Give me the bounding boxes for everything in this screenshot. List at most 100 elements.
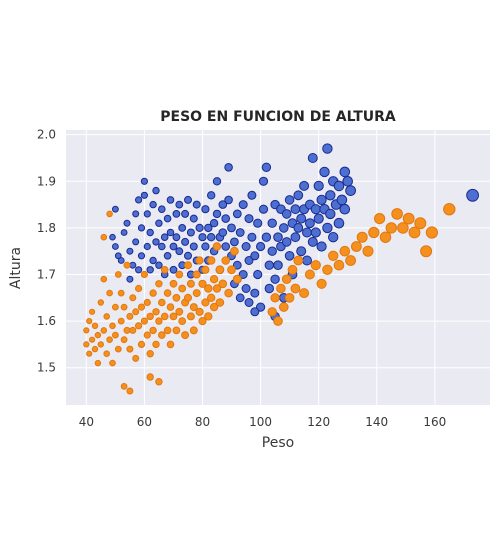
data-point-orange: [175, 270, 184, 279]
data-point-blue: [310, 204, 321, 215]
data-point-orange: [189, 303, 198, 312]
data-point-blue: [204, 223, 213, 233]
data-point-blue: [307, 153, 318, 163]
data-point-blue: [466, 188, 480, 202]
data-point-blue: [250, 251, 260, 261]
data-point-blue: [293, 223, 304, 233]
data-point-blue: [158, 242, 166, 251]
data-point-orange: [356, 231, 368, 243]
data-point-orange: [163, 289, 172, 297]
data-point-blue: [198, 233, 207, 242]
data-point-orange: [299, 288, 310, 299]
data-point-orange: [120, 336, 128, 344]
data-point-blue: [218, 228, 228, 237]
data-point-blue: [221, 214, 230, 223]
data-point-blue: [253, 218, 263, 228]
data-point-orange: [137, 303, 146, 311]
data-point-orange: [224, 288, 233, 298]
data-point-orange: [129, 326, 137, 334]
data-point-blue: [244, 298, 254, 307]
data-point-orange: [333, 259, 345, 271]
data-point-blue: [333, 217, 345, 229]
data-point-blue: [284, 195, 295, 205]
data-point-orange: [86, 350, 93, 357]
data-point-blue: [149, 256, 157, 265]
y-tick-label: 2.0: [37, 128, 56, 142]
data-point-blue: [241, 284, 251, 293]
data-point-blue: [137, 224, 146, 232]
data-point-orange: [201, 265, 210, 274]
data-point-blue: [184, 195, 192, 204]
data-point-orange: [385, 222, 397, 234]
data-point-orange: [91, 345, 99, 353]
data-point-blue: [261, 162, 272, 173]
data-point-blue: [261, 232, 272, 242]
data-point-orange: [103, 350, 110, 358]
data-point-orange: [284, 293, 295, 303]
data-point-orange: [117, 317, 125, 325]
data-point-blue: [296, 246, 307, 257]
data-point-blue: [316, 241, 327, 252]
data-point-blue: [273, 232, 283, 242]
data-point-blue: [181, 237, 190, 246]
data-point-blue: [201, 205, 210, 214]
data-point-blue: [166, 228, 175, 237]
data-point-orange: [83, 327, 90, 334]
data-point-orange: [310, 260, 321, 271]
data-point-blue: [212, 177, 222, 186]
data-point-orange: [146, 350, 154, 358]
data-point-orange: [402, 212, 415, 225]
data-point-orange: [391, 208, 403, 220]
data-point-blue: [132, 238, 140, 246]
data-point-blue: [117, 257, 125, 264]
data-point-orange: [103, 313, 110, 320]
data-point-blue: [160, 233, 169, 241]
data-point-blue: [163, 214, 172, 223]
data-point-blue: [247, 190, 257, 200]
data-point-blue: [290, 204, 301, 215]
data-point-orange: [195, 256, 204, 265]
x-tick-label: 40: [79, 415, 94, 429]
data-point-blue: [232, 209, 242, 219]
data-point-orange: [221, 256, 230, 265]
data-point-blue: [296, 213, 307, 224]
data-point-blue: [267, 218, 277, 228]
data-point-blue: [281, 209, 292, 219]
data-point-orange: [149, 289, 157, 297]
data-point-orange: [184, 293, 192, 302]
data-point-orange: [137, 340, 146, 348]
x-tick-label: 120: [307, 415, 330, 429]
data-point-blue: [172, 210, 181, 218]
data-point-orange: [100, 327, 108, 334]
data-point-blue: [135, 196, 143, 204]
data-point-blue: [146, 266, 154, 274]
data-point-orange: [106, 289, 113, 297]
data-point-orange: [135, 284, 143, 293]
data-point-orange: [126, 387, 134, 395]
data-point-orange: [290, 283, 301, 294]
data-point-blue: [302, 255, 312, 266]
data-point-blue: [175, 247, 184, 256]
data-point-orange: [207, 293, 216, 302]
data-point-orange: [123, 261, 131, 269]
data-point-blue: [293, 190, 304, 201]
data-point-orange: [215, 265, 225, 275]
data-point-orange: [232, 274, 242, 284]
y-tick-label: 1.7: [37, 267, 56, 281]
data-point-blue: [184, 251, 192, 260]
data-point-orange: [414, 217, 427, 230]
data-point-blue: [224, 163, 233, 172]
x-tick-label: 140: [365, 415, 388, 429]
data-point-blue: [192, 200, 201, 209]
data-point-orange: [152, 308, 160, 316]
data-point-orange: [94, 359, 102, 367]
data-point-orange: [120, 303, 128, 311]
data-point-orange: [140, 270, 148, 279]
data-point-blue: [112, 243, 119, 250]
data-point-orange: [186, 279, 195, 288]
data-point-blue: [253, 269, 263, 280]
data-point-blue: [218, 200, 228, 209]
data-point-blue: [209, 219, 219, 228]
data-point-orange: [362, 245, 374, 257]
data-point-blue: [238, 200, 248, 210]
